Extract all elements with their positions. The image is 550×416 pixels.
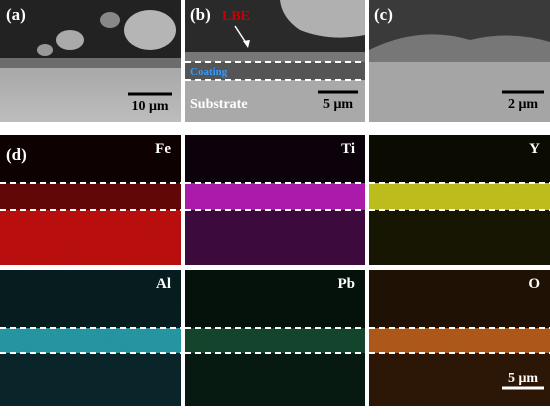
- element-label: Al: [156, 276, 171, 292]
- element-label: Y: [529, 141, 540, 157]
- panel-a: (a) 10 μm: [0, 0, 181, 122]
- panel-label: (d): [6, 145, 27, 164]
- particle: [100, 12, 120, 28]
- scale-label: 5 μm: [508, 371, 538, 386]
- coating-layer: [0, 58, 181, 68]
- scale-label: 5 μm: [323, 97, 353, 112]
- speckle: [369, 135, 550, 265]
- panel-b: (b) LBE Coating Substrate 5 μm: [185, 0, 365, 122]
- panel-c: (c) 2 μm: [369, 0, 550, 122]
- coating-layer: [185, 62, 365, 80]
- annotation: Substrate: [190, 97, 248, 112]
- coating-layer: [369, 34, 550, 62]
- particle: [280, 0, 365, 38]
- substrate: [185, 80, 365, 122]
- scale-label: 10 μm: [131, 99, 168, 114]
- annotation: LBE: [222, 9, 250, 24]
- annotation: Coating: [190, 66, 228, 78]
- particle: [56, 30, 84, 50]
- arrowhead: [243, 40, 250, 48]
- speckle: [0, 135, 181, 265]
- speckle: [185, 135, 365, 265]
- speckle: [185, 270, 365, 406]
- panel-label: (b): [190, 5, 211, 24]
- element-label: Fe: [155, 141, 171, 157]
- element-label: O: [528, 276, 540, 292]
- scale-label: 2 μm: [508, 97, 538, 112]
- particle: [124, 10, 176, 50]
- speckle: [369, 270, 550, 406]
- eds-maps: Fe Ti Y Al Pb O (d) 5 μm: [0, 135, 550, 406]
- element-label: Pb: [337, 276, 355, 292]
- element-label: Ti: [341, 141, 355, 157]
- speckle: [0, 270, 181, 406]
- particle: [37, 44, 53, 56]
- panel-label: (c): [374, 5, 393, 24]
- panel-label: (a): [6, 5, 26, 24]
- lbe-layer: [185, 52, 365, 62]
